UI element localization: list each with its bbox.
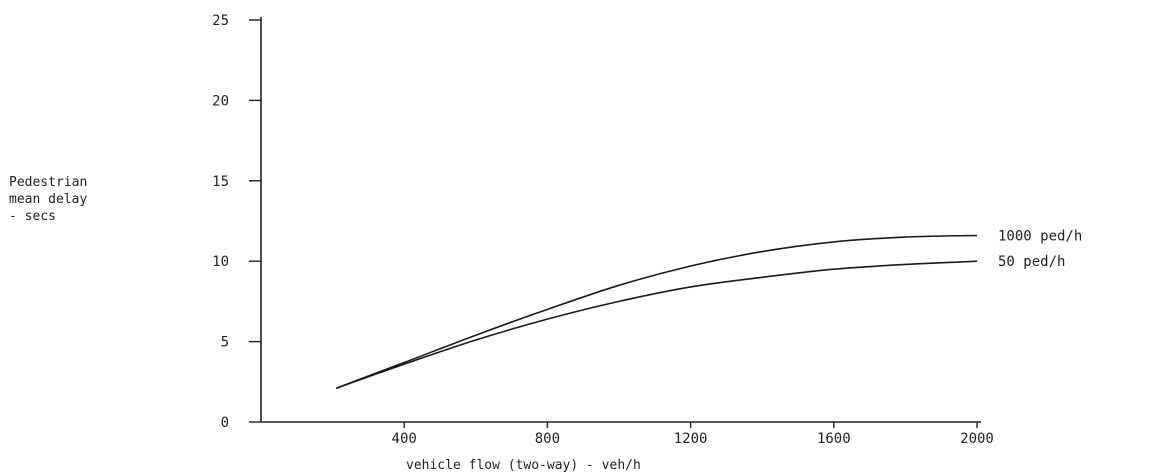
y-axis-title: Pedestrian mean delay - secs — [9, 175, 87, 224]
series-line-high-ped — [335, 234, 978, 389]
y-tick-label: 0 — [221, 415, 229, 431]
y-tick-label: 10 — [212, 254, 229, 270]
y-axis-title-line: - secs — [9, 209, 56, 224]
x-tick-label: 800 — [535, 431, 560, 447]
y-axis-title-line: Pedestrian — [9, 175, 87, 190]
x-axis-ticks: 400 800 1200 1600 2000 — [392, 422, 994, 447]
series-label-low-ped: 50 ped/h — [998, 254, 1065, 270]
x-tick-label: 1200 — [674, 431, 708, 447]
series-lines — [335, 234, 978, 389]
x-tick-label: 1600 — [817, 431, 851, 447]
y-axis-ticks: 0 5 10 15 20 25 — [212, 13, 261, 431]
series-line-low-ped — [335, 260, 978, 389]
y-tick-label: 5 — [221, 335, 229, 351]
x-axis-title: vehicle flow (two-way) - veh/h — [406, 458, 641, 473]
series-labels: 1000 ped/h 50 ped/h — [998, 228, 1082, 270]
y-tick-label: 25 — [212, 13, 229, 29]
y-tick-label: 20 — [212, 93, 229, 109]
x-tick-label: 400 — [392, 431, 417, 447]
axes — [260, 17, 981, 423]
y-axis-title-line: mean delay — [9, 192, 87, 207]
series-label-high-ped: 1000 ped/h — [998, 228, 1082, 244]
x-tick-label: 2000 — [960, 431, 994, 447]
y-tick-label: 15 — [212, 174, 229, 190]
